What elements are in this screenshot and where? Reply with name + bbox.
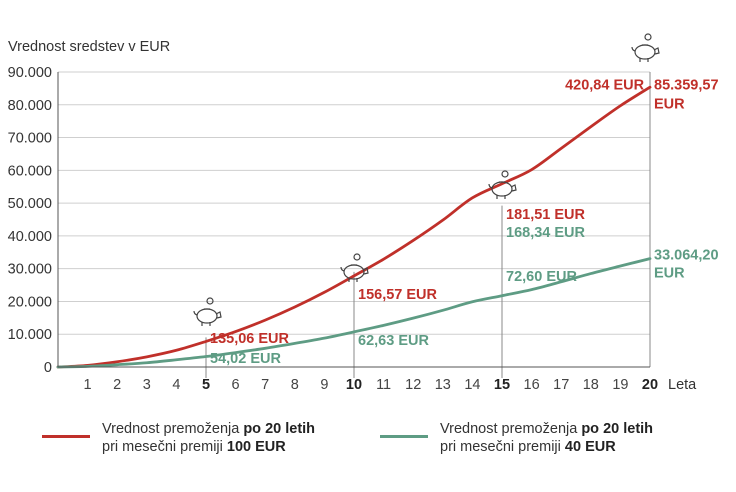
series-line-40-eur bbox=[56, 257, 652, 369]
piggy-bank-part bbox=[488, 183, 493, 189]
y-tick-label: 60.000 bbox=[8, 163, 52, 179]
annotation-label: 156,57 EUR bbox=[358, 287, 438, 303]
x-tick-label: 11 bbox=[376, 377, 391, 393]
y-tick-label: 80.000 bbox=[8, 98, 52, 114]
piggy-bank-part bbox=[644, 33, 652, 41]
piggy-bank-part bbox=[362, 267, 369, 275]
annotation-label: 33.064,20 bbox=[654, 247, 719, 263]
legend-100-line2: pri mesečni premiji bbox=[102, 439, 227, 455]
x-tick-label: 10 bbox=[346, 377, 362, 393]
piggy-bank-part bbox=[215, 311, 222, 319]
legend-100-line2-bold: 100 EUR bbox=[226, 439, 286, 455]
x-tick-label: 6 bbox=[232, 377, 240, 393]
piggy-bank-part bbox=[501, 170, 509, 178]
x-tick-label: 19 bbox=[612, 377, 628, 393]
x-tick-label: 8 bbox=[291, 377, 299, 393]
x-tick-label: 2 bbox=[113, 377, 121, 393]
legend-100-line1: Vrednost premoženja bbox=[102, 421, 244, 437]
annotations: 135,06 EUR 54,02 EUR 156,57 EUR 62,63 EUR 18… bbox=[210, 77, 719, 367]
legend-40-line1-bold: po 20 letih bbox=[581, 421, 654, 437]
x-tick-label: 5 bbox=[202, 377, 210, 393]
legend-item-100: Vrednost premoženja po 20 letih pri mese… bbox=[42, 420, 315, 456]
piggy-bank-part bbox=[631, 46, 636, 52]
x-tick-label: 14 bbox=[464, 377, 480, 393]
legend-40-line2-bold: 40 EUR bbox=[564, 439, 616, 455]
piggy-bank-part bbox=[206, 297, 214, 305]
legend-swatch-red bbox=[42, 435, 90, 438]
annotation-label: EUR bbox=[654, 266, 685, 282]
legend-40-line2: pri mesečni premiji bbox=[440, 439, 565, 455]
year-markers bbox=[205, 72, 651, 378]
piggy-bank-part bbox=[496, 195, 506, 199]
y-tick-label: 50.000 bbox=[8, 196, 52, 212]
piggy-bank-part bbox=[196, 308, 218, 324]
grid bbox=[58, 71, 650, 335]
legend-item-40: Vrednost premoženja po 20 letih pri mese… bbox=[380, 420, 653, 456]
piggy-bank-part bbox=[201, 322, 211, 326]
annotation-label: 181,51 EUR bbox=[506, 207, 586, 223]
y-tick-label: 0 bbox=[44, 360, 52, 376]
x-tick-label: 17 bbox=[553, 377, 569, 393]
annotation-label: 168,34 EUR bbox=[506, 225, 586, 241]
line-chart: Vrednost sredstev v EUR 0 10.000 20.000 30.… bbox=[8, 33, 719, 393]
piggy-bank-part bbox=[653, 47, 660, 55]
x-axis-title: Leta bbox=[668, 377, 697, 393]
legend-text-100: Vrednost premoženja po 20 letih pri mese… bbox=[102, 420, 315, 456]
y-axis-title: Vrednost sredstev v EUR bbox=[8, 39, 170, 55]
x-tick-label: 9 bbox=[320, 377, 328, 393]
x-tick-label: 16 bbox=[524, 377, 540, 393]
piggy-banks bbox=[193, 33, 660, 326]
annotation-label: 135,06 EUR bbox=[210, 331, 290, 347]
x-tick-label: 20 bbox=[642, 377, 658, 393]
annotation-label: 54,02 EUR bbox=[210, 351, 281, 367]
piggy-bank-icon bbox=[631, 33, 660, 62]
y-tick-label: 30.000 bbox=[8, 262, 52, 278]
piggy-bank-part bbox=[510, 184, 517, 192]
x-tick-label: 7 bbox=[261, 377, 269, 393]
axes: 0 10.000 20.000 30.000 40.000 50.000 60.000 70.… bbox=[8, 65, 658, 393]
piggy-bank-part bbox=[340, 266, 345, 272]
piggy-bank-part bbox=[353, 253, 361, 261]
legend-text-40: Vrednost premoženja po 20 letih pri mese… bbox=[440, 420, 653, 456]
y-tick-label: 90.000 bbox=[8, 65, 52, 81]
y-tick-label: 10.000 bbox=[8, 327, 52, 343]
piggy-bank-icon bbox=[193, 297, 222, 326]
piggy-bank-part bbox=[634, 44, 656, 60]
x-tick-label: 3 bbox=[143, 377, 151, 393]
piggy-bank-part bbox=[348, 278, 358, 282]
x-tick-label: 13 bbox=[435, 377, 451, 393]
legend-40-line1: Vrednost premoženja bbox=[440, 421, 582, 437]
piggy-bank-part bbox=[639, 58, 649, 62]
x-tick-label: 18 bbox=[583, 377, 599, 393]
annotation-label: EUR bbox=[654, 96, 685, 112]
y-tick-label: 20.000 bbox=[8, 294, 52, 310]
annotation-label: 72,60 EUR bbox=[506, 269, 577, 285]
y-tick-label: 70.000 bbox=[8, 131, 52, 147]
x-tick-label: 15 bbox=[494, 377, 510, 393]
annotation-label: 85.359,57 bbox=[654, 77, 719, 93]
x-tick-label: 12 bbox=[405, 377, 421, 393]
legend-swatch-green bbox=[380, 435, 428, 438]
piggy-bank-part bbox=[193, 310, 198, 316]
piggy-bank-icon bbox=[340, 253, 369, 282]
legend-100-line1-bold: po 20 letih bbox=[243, 421, 316, 437]
x-tick-label: 1 bbox=[84, 377, 92, 393]
x-tick-label: 4 bbox=[172, 377, 180, 393]
y-tick-label: 40.000 bbox=[8, 229, 52, 245]
series-line-100-eur bbox=[56, 85, 652, 369]
piggy-bank-icon bbox=[488, 170, 517, 199]
series-group bbox=[56, 85, 652, 369]
annotation-label: 62,63 EUR bbox=[358, 333, 429, 349]
annotation-label: 420,84 EUR bbox=[565, 77, 645, 93]
